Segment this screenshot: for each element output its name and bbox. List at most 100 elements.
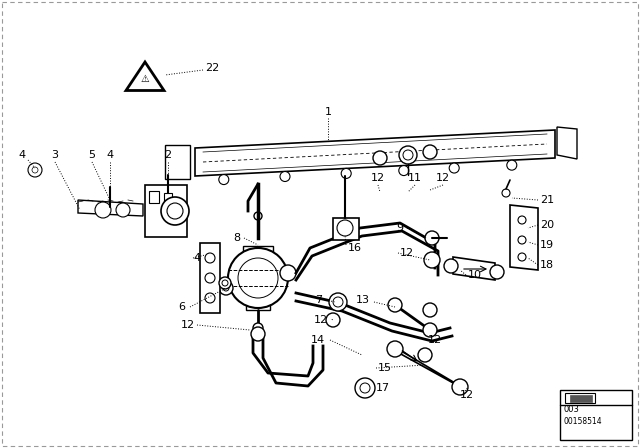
- Circle shape: [502, 189, 510, 197]
- Text: 19: 19: [540, 240, 554, 250]
- Text: 7: 7: [315, 295, 322, 305]
- Text: 4: 4: [193, 253, 200, 263]
- Text: 5: 5: [88, 150, 95, 160]
- Bar: [149, 191, 159, 203]
- Circle shape: [518, 253, 526, 261]
- Circle shape: [341, 168, 351, 178]
- Circle shape: [403, 150, 413, 160]
- Circle shape: [254, 212, 262, 220]
- Text: 16: 16: [348, 243, 362, 253]
- Text: 13: 13: [356, 295, 370, 305]
- Circle shape: [326, 313, 340, 327]
- Circle shape: [280, 172, 290, 181]
- Text: 22: 22: [205, 63, 220, 73]
- Circle shape: [222, 280, 228, 286]
- Polygon shape: [570, 395, 592, 402]
- Text: 12: 12: [400, 248, 414, 258]
- Text: 003: 003: [563, 405, 579, 414]
- Circle shape: [205, 253, 215, 263]
- Bar: [164, 193, 172, 201]
- Circle shape: [387, 341, 403, 357]
- Circle shape: [399, 166, 409, 176]
- Circle shape: [355, 378, 375, 398]
- Circle shape: [116, 203, 130, 217]
- Text: ⚠: ⚠: [141, 74, 149, 84]
- Circle shape: [444, 259, 458, 273]
- Polygon shape: [557, 127, 577, 159]
- Text: 15: 15: [378, 363, 392, 373]
- Text: 12: 12: [436, 173, 450, 183]
- Circle shape: [333, 297, 343, 307]
- Circle shape: [373, 151, 387, 165]
- Text: 3: 3: [51, 150, 58, 160]
- Bar: [168, 149, 182, 163]
- Polygon shape: [453, 257, 495, 280]
- Circle shape: [280, 265, 296, 281]
- Text: 12: 12: [460, 390, 474, 400]
- Bar: [228, 270, 288, 286]
- Circle shape: [452, 379, 468, 395]
- Circle shape: [418, 348, 432, 362]
- Circle shape: [449, 163, 460, 173]
- Text: 21: 21: [540, 195, 554, 205]
- Bar: [243, 246, 273, 254]
- Circle shape: [518, 236, 526, 244]
- Polygon shape: [126, 62, 164, 90]
- Bar: [246, 302, 270, 310]
- Text: 14: 14: [311, 335, 325, 345]
- Circle shape: [425, 231, 439, 245]
- Text: 10: 10: [468, 270, 482, 280]
- Circle shape: [219, 281, 233, 295]
- Text: 12: 12: [181, 320, 195, 330]
- Circle shape: [518, 216, 526, 224]
- Circle shape: [337, 220, 353, 236]
- Text: 17: 17: [376, 383, 390, 393]
- Circle shape: [423, 323, 437, 337]
- Text: 12: 12: [428, 335, 442, 345]
- Text: 6: 6: [178, 302, 185, 312]
- Text: 9: 9: [396, 223, 403, 233]
- Circle shape: [423, 303, 437, 317]
- Circle shape: [228, 248, 288, 308]
- Circle shape: [329, 293, 347, 311]
- Circle shape: [205, 293, 215, 303]
- Text: 4: 4: [19, 150, 26, 160]
- Circle shape: [219, 175, 229, 185]
- Polygon shape: [510, 205, 538, 270]
- Bar: [145, 185, 187, 237]
- Circle shape: [423, 145, 437, 159]
- Text: 20: 20: [540, 220, 554, 230]
- Text: 8: 8: [233, 233, 240, 243]
- Circle shape: [388, 298, 402, 312]
- Circle shape: [253, 323, 263, 333]
- Bar: [560, 390, 632, 440]
- Circle shape: [167, 203, 183, 219]
- Circle shape: [28, 163, 42, 177]
- Polygon shape: [391, 345, 464, 389]
- Polygon shape: [165, 145, 190, 179]
- Polygon shape: [391, 303, 434, 332]
- Circle shape: [424, 252, 440, 268]
- Text: 12: 12: [314, 315, 328, 325]
- Circle shape: [95, 202, 111, 218]
- Circle shape: [251, 327, 265, 341]
- Circle shape: [399, 146, 417, 164]
- Text: 11: 11: [408, 173, 422, 183]
- Circle shape: [32, 167, 38, 173]
- Circle shape: [490, 265, 504, 279]
- Polygon shape: [333, 218, 359, 240]
- Text: 18: 18: [540, 260, 554, 270]
- Circle shape: [223, 285, 229, 291]
- Text: 12: 12: [371, 173, 385, 183]
- Polygon shape: [195, 130, 555, 176]
- Text: 1: 1: [324, 107, 332, 117]
- Circle shape: [161, 197, 189, 225]
- Circle shape: [205, 273, 215, 283]
- Circle shape: [360, 383, 370, 393]
- Text: 4: 4: [106, 150, 113, 160]
- Circle shape: [507, 160, 517, 170]
- Text: 2: 2: [164, 150, 172, 160]
- Text: 00158514: 00158514: [563, 418, 602, 426]
- Polygon shape: [78, 200, 143, 216]
- Polygon shape: [200, 243, 220, 313]
